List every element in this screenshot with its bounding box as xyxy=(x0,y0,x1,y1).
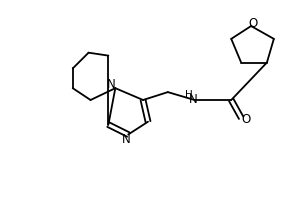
Text: N: N xyxy=(107,78,116,91)
Text: O: O xyxy=(242,113,251,126)
Text: O: O xyxy=(248,17,258,30)
Text: N: N xyxy=(122,133,130,146)
Text: H: H xyxy=(185,90,193,100)
Text: N: N xyxy=(189,93,198,106)
